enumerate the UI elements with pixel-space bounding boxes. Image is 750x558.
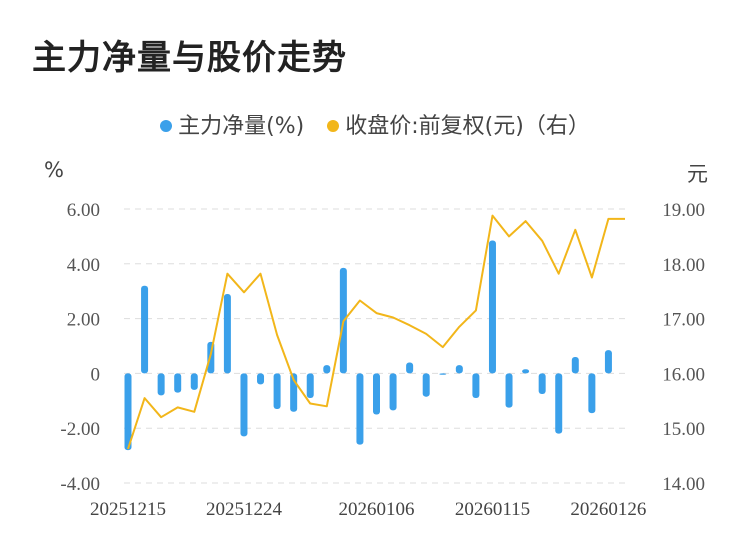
- net-volume-bar: [472, 373, 480, 399]
- net-volume-bar: [604, 350, 612, 374]
- net-volume-bar: [257, 373, 265, 385]
- net-volume-bar: [571, 356, 579, 374]
- net-volume-bar: [306, 373, 314, 399]
- x-tick-label: 20260126: [570, 499, 646, 520]
- net-volume-bar: [157, 373, 165, 396]
- net-volume-bar: [422, 373, 430, 397]
- x-tick-label: 20260115: [455, 499, 530, 520]
- y-left-tick-label: -2.00: [60, 419, 100, 440]
- y-right-tick-label: 14.00: [662, 474, 705, 495]
- net-volume-bar: [174, 373, 182, 393]
- net-volume-bar: [439, 373, 447, 375]
- y-right-tick-label: 16.00: [662, 364, 705, 385]
- right-axis-unit: 元: [687, 162, 708, 186]
- net-volume-bar: [273, 373, 281, 410]
- close-price-line: [127, 214, 625, 450]
- net-volume-bar: [522, 369, 530, 374]
- chart-legend: 主力净量(%) 收盘价:前复权(元)（右）: [0, 108, 750, 140]
- y-right-tick-label: 18.00: [662, 255, 705, 276]
- net-volume-bar: [488, 240, 496, 374]
- net-volume-bar: [406, 362, 414, 374]
- left-axis-unit: %: [44, 158, 64, 182]
- net-volume-bar: [389, 373, 397, 411]
- y-left-tick-label: 2.00: [67, 310, 100, 331]
- net-volume-bar: [373, 373, 380, 415]
- chart-title: 主力净量与股价走势: [32, 38, 347, 78]
- x-tick-label: 20260106: [339, 499, 415, 520]
- net-volume-bar: [323, 365, 331, 374]
- legend-label-net-volume: 主力净量(%): [178, 114, 305, 139]
- x-tick-label: 20251224: [206, 499, 283, 520]
- y-left-tick-label: 0: [91, 364, 101, 385]
- net-volume-bar: [455, 365, 463, 374]
- x-tick-label: 20251215: [90, 499, 166, 520]
- y-right-tick-label: 19.00: [662, 200, 705, 221]
- net-volume-bar: [124, 373, 132, 451]
- net-volume-bar: [190, 373, 198, 390]
- legend-label-close-price: 收盘价:前复权(元)（右）: [345, 114, 590, 139]
- y-left-tick-label: 4.00: [67, 255, 100, 276]
- net-volume-bar: [240, 373, 248, 437]
- y-right-tick-label: 17.00: [662, 310, 705, 331]
- legend-item-close-price[interactable]: 收盘价:前复权(元)（右）: [327, 108, 590, 140]
- net-volume-bar: [141, 285, 149, 374]
- y-left-tick-label: -4.00: [60, 474, 100, 495]
- legend-dot-net-volume: [160, 120, 173, 132]
- legend-dot-close-price: [327, 120, 340, 132]
- net-volume-bar: [555, 373, 563, 434]
- legend-item-net-volume[interactable]: 主力净量(%): [160, 108, 304, 140]
- y-right-tick-label: 15.00: [662, 419, 705, 440]
- net-volume-bar: [538, 373, 546, 394]
- net-volume-bar: [356, 373, 364, 445]
- y-left-tick-label: 6.00: [67, 200, 100, 221]
- net-volume-bar: [505, 373, 513, 408]
- net-volume-bar: [588, 373, 596, 414]
- net-volume-bar: [223, 293, 231, 374]
